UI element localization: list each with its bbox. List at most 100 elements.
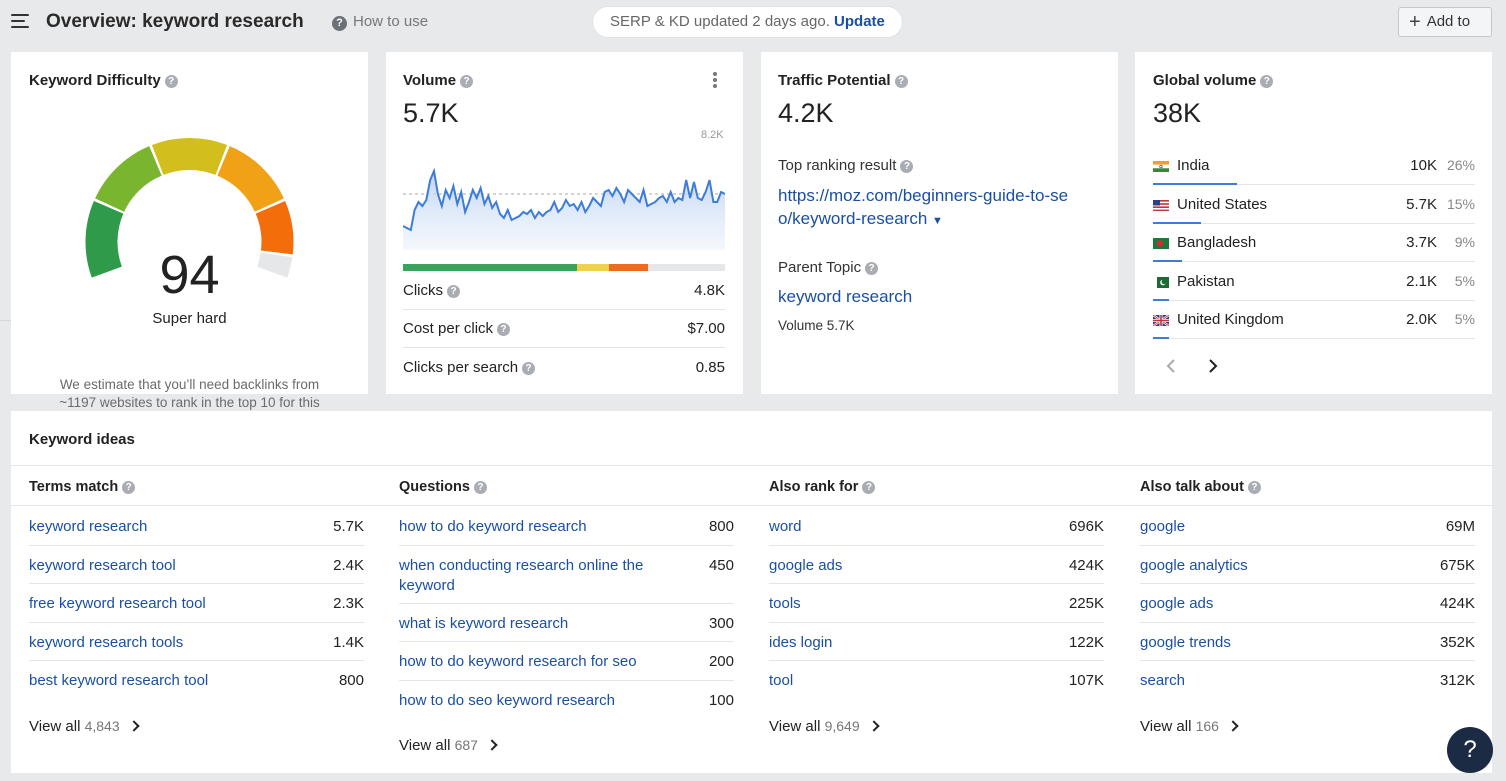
- top-bar: Overview: keyword research ? How to use S…: [0, 0, 1506, 44]
- caret-down-icon[interactable]: ▼: [932, 215, 943, 227]
- gauge-segment: [95, 146, 162, 212]
- india-flag-icon: [1153, 161, 1169, 172]
- help-icon[interactable]: ?: [164, 75, 178, 88]
- help-icon[interactable]: ?: [460, 75, 474, 88]
- add-to-button[interactable]: + Add to: [1398, 7, 1492, 37]
- keyword-idea-link[interactable]: word: [769, 518, 802, 535]
- keyword-idea-link[interactable]: keyword research tool: [29, 556, 176, 574]
- keyword-idea-link[interactable]: google analytics: [1140, 556, 1248, 574]
- country-row[interactable]: Pakistan 2.1K 5%: [1153, 273, 1475, 311]
- keyword-idea-link[interactable]: free keyword research tool: [29, 595, 206, 612]
- top-result-url[interactable]: https://moz.com/beginners-guide-to-se o/k…: [778, 184, 1068, 233]
- kd-title-text: Keyword Difficulty: [29, 72, 161, 89]
- update-link[interactable]: Update: [834, 13, 885, 30]
- volume-title: Volume?: [403, 72, 474, 89]
- ideas-column-title: Also rank for?: [769, 479, 876, 495]
- view-all-link[interactable]: View all 687: [399, 737, 498, 754]
- keyword-idea-link[interactable]: what is keyword research: [399, 614, 569, 632]
- country-name: India: [1177, 157, 1210, 174]
- help-icon[interactable]: ?: [894, 75, 908, 88]
- country-share-bar: [1153, 183, 1237, 185]
- global-value: 38K: [1153, 98, 1202, 128]
- keyword-idea-volume: 696K: [1068, 518, 1104, 535]
- help-icon[interactable]: ?: [865, 262, 879, 275]
- idea-row-divider: [769, 583, 1104, 584]
- view-all-link[interactable]: View all 166: [1140, 718, 1239, 735]
- idea-row-divider: [1140, 621, 1475, 623]
- keyword-idea-link[interactable]: google trends: [1140, 633, 1231, 651]
- country-row[interactable]: United Kingdom 2.0K 5%: [1153, 311, 1475, 349]
- us-flag-icon: [1153, 199, 1169, 211]
- metric-label: Clicks: [403, 282, 443, 299]
- left-tick: [0, 320, 11, 321]
- chevron-right-icon: [1227, 719, 1239, 732]
- keyword-idea-link[interactable]: how to do keyword research: [399, 518, 587, 535]
- more-options-icon[interactable]: [712, 72, 718, 88]
- traffic-title-text: Traffic Potential: [778, 72, 891, 89]
- country-name: United States: [1177, 195, 1268, 213]
- keyword-idea-volume: 312K: [1439, 672, 1475, 689]
- keyword-idea-link[interactable]: how to do keyword research for seo: [399, 653, 637, 670]
- country-row[interactable]: United States 5.7K 15%: [1153, 196, 1475, 234]
- country-row[interactable]: India 10K 26%: [1153, 157, 1475, 195]
- click-split-segment: [609, 264, 648, 271]
- help-icon[interactable]: ?: [1260, 75, 1274, 88]
- kd-title: Keyword Difficulty?: [29, 72, 178, 89]
- help-icon[interactable]: ?: [522, 362, 536, 375]
- view-all-link[interactable]: View all 4,843: [29, 717, 140, 735]
- country-share-bar: [1153, 337, 1169, 339]
- idea-row-divider: [399, 641, 734, 642]
- help-icon[interactable]: ?: [862, 481, 876, 494]
- keyword-idea-link[interactable]: ides login: [769, 633, 833, 651]
- question-icon: ?: [332, 16, 347, 31]
- row-divider: [1153, 299, 1475, 301]
- keyword-idea-link[interactable]: tools: [769, 595, 801, 612]
- help-icon[interactable]: ?: [900, 160, 914, 173]
- keyword-idea-link[interactable]: best keyword research tool: [29, 672, 209, 689]
- ideas-column-title: Questions?: [399, 479, 487, 495]
- help-icon[interactable]: ?: [473, 481, 487, 494]
- parent-topic-link[interactable]: keyword research: [778, 287, 913, 306]
- keyword-idea-link[interactable]: google ads: [1140, 595, 1214, 612]
- help-chat-button[interactable]: ?: [1447, 727, 1493, 773]
- country-row[interactable]: Bangladesh 3.7K 9%: [1153, 234, 1475, 272]
- volume-metric-row: Clicks? 4.8K: [403, 282, 725, 299]
- prev-page-icon[interactable]: [1164, 357, 1180, 375]
- keyword-idea-link[interactable]: google ads: [769, 556, 843, 574]
- keyword-idea-link[interactable]: how to do seo keyword research: [399, 691, 615, 709]
- help-icon[interactable]: ?: [122, 481, 136, 494]
- kd-gauge: [85, 138, 294, 278]
- view-all-link[interactable]: View all 9,649: [769, 718, 880, 735]
- keyword-idea-volume: 424K: [1068, 556, 1104, 574]
- help-icon[interactable]: ?: [1247, 481, 1261, 494]
- idea-row-divider: [399, 679, 734, 681]
- top-result-url-line1: https://moz.com/beginners-guide-to-se: [778, 186, 1069, 205]
- idea-row-divider: [29, 544, 364, 546]
- metric-label: Clicks per search: [403, 359, 519, 376]
- how-to-use-link[interactable]: ? How to use: [332, 13, 428, 31]
- help-icon[interactable]: ?: [447, 285, 460, 298]
- idea-row-divider: [769, 621, 1104, 623]
- menu-icon[interactable]: [11, 14, 29, 28]
- keyword-idea-link[interactable]: keyword research: [29, 518, 148, 535]
- next-page-icon[interactable]: [1205, 357, 1221, 375]
- country-name: Pakistan: [1177, 272, 1235, 290]
- keyword-idea-volume: 225K: [1068, 595, 1104, 612]
- country-volume: 2.1K: [1406, 272, 1437, 290]
- keyword-idea-volume: 5.7K: [333, 518, 364, 535]
- keyword-idea-volume: 800: [708, 518, 734, 535]
- row-divider: [1153, 261, 1475, 262]
- view-all-count: 4,843: [84, 717, 120, 734]
- page-title: Overview: keyword research: [46, 11, 304, 32]
- country-volume: 5.7K: [1406, 195, 1437, 213]
- parent-topic-volume: Volume 5.7K: [778, 318, 855, 333]
- keyword-idea-link[interactable]: google: [1140, 518, 1186, 535]
- ideas-header-divider: [11, 505, 1492, 506]
- idea-row-divider: [29, 621, 364, 623]
- keyword-idea-link[interactable]: tool: [769, 672, 794, 689]
- keyword-idea-link[interactable]: keyword research tools: [29, 633, 184, 651]
- keyword-idea-link[interactable]: when conducting research online the keyw…: [399, 556, 644, 594]
- volume-value: 5.7K: [403, 98, 459, 128]
- keyword-idea-link[interactable]: search: [1140, 672, 1186, 689]
- help-icon[interactable]: ?: [497, 323, 511, 336]
